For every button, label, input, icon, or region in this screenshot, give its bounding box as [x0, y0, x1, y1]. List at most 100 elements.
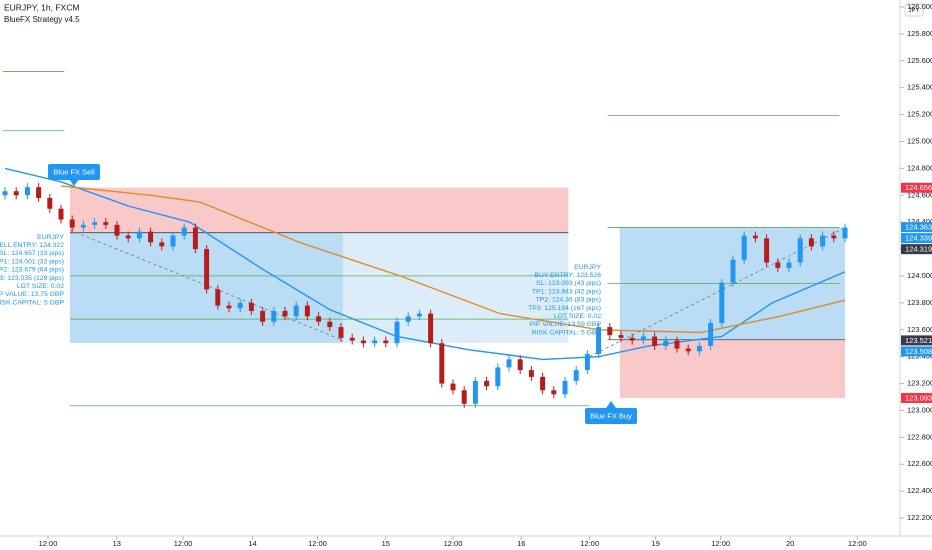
candle-body [47, 197, 53, 209]
y-tick-label: 122.600 [907, 459, 932, 468]
trade-info-line: RISK CAPITAL: 5 GBP [532, 329, 602, 336]
price-label-box [901, 392, 932, 403]
currency-label[interactable]: JPY [908, 8, 919, 14]
trade-zone [619, 339, 845, 398]
candle-body [528, 370, 534, 377]
candle-body [652, 336, 658, 346]
y-tick-label: 123.600 [907, 325, 932, 334]
candle-body [562, 380, 568, 395]
signal-label: Blue FX Sell [53, 167, 95, 176]
candle-body [629, 337, 635, 341]
candle-body [69, 219, 75, 228]
candle-body [674, 340, 680, 349]
trade-info-line: SL: 124.657 (33 pips) [0, 250, 64, 257]
y-tick-label: 123.200 [907, 379, 932, 388]
price-label: 124.339 [905, 234, 932, 243]
price-label-box [901, 182, 932, 193]
candle-body [708, 323, 714, 346]
candle-body [797, 238, 803, 263]
trade-info-line: TP1: 124.001 (32 pips) [0, 258, 64, 265]
candle-body [439, 343, 445, 384]
candle-body [495, 367, 501, 387]
trade-info-line: PIP VALUE: 13.75 GBP [0, 291, 64, 298]
price-label-box [901, 244, 932, 255]
candle-body [640, 336, 646, 341]
y-tick-label: 125.200 [907, 110, 932, 119]
candle-body [618, 335, 624, 338]
trade-info-line: SELL ENTRY: 124.322 [0, 242, 64, 249]
signal-arrow [606, 401, 616, 408]
candle-body [226, 305, 232, 309]
signal-arrow [69, 179, 79, 186]
candle-body [775, 262, 781, 268]
candle-body [181, 227, 187, 236]
moving-average [60, 185, 846, 334]
candle-body [764, 238, 770, 263]
candle-body [248, 302, 254, 311]
candle-body [170, 235, 176, 247]
candle-body [741, 235, 747, 260]
trade-info-line: LOT SIZE: 0.02 [554, 313, 601, 320]
candle-body [316, 316, 322, 322]
candle-body [842, 227, 848, 239]
price-label-box [901, 346, 932, 357]
candle-body [349, 337, 355, 341]
candle-body [338, 327, 344, 338]
y-tick-label: 125.800 [907, 29, 932, 38]
candle-body [730, 259, 736, 283]
x-tick-label: 20 [786, 539, 794, 548]
price-label-box [901, 233, 932, 244]
chart-title: EURJPY, 1h, FXCM [4, 2, 79, 12]
candle-body [506, 359, 512, 368]
candle-body [786, 262, 792, 268]
trade-zone [343, 232, 569, 343]
signal-box [48, 164, 100, 180]
candle-body [607, 327, 613, 336]
x-tick-label: 12:00 [711, 539, 730, 548]
candle-body [80, 224, 86, 228]
y-tick-label: 124.400 [907, 217, 932, 226]
candle-body [92, 222, 98, 225]
candle-body [13, 191, 19, 196]
y-tick-label: 125.400 [907, 83, 932, 92]
candle-body [293, 305, 299, 317]
y-tick-label: 124.600 [907, 190, 932, 199]
candle-body [148, 231, 154, 243]
trade-info-line: LOT SIZE: 0.02 [17, 283, 64, 290]
candle-body [472, 380, 478, 404]
candle-body [573, 370, 579, 381]
price-label-box [901, 335, 932, 346]
candle-body [36, 187, 42, 198]
x-tick-label: 19 [652, 539, 660, 548]
signal-box [585, 408, 637, 424]
candle-body [2, 191, 8, 196]
candle-body [484, 380, 490, 387]
candle-body [360, 340, 366, 344]
trade-info-line: TP2: 124.36 (83 pips) [536, 297, 601, 304]
y-tick-label: 126.000 [907, 2, 932, 11]
candle-body [831, 235, 837, 239]
candle-body [663, 340, 669, 346]
candle-body [405, 316, 411, 322]
x-tick-label: 12:00 [848, 539, 867, 548]
trend-dashed-line [69, 229, 344, 341]
candle-body [204, 249, 210, 290]
candle-body [159, 242, 165, 247]
price-label: 123.093 [905, 393, 932, 402]
candle-body [327, 321, 333, 328]
chart-subtitle: BlueFX Strategy v4.5 [4, 15, 80, 24]
x-tick-label: 12:00 [580, 539, 599, 548]
candle-body [114, 224, 120, 236]
x-tick-label: 12:00 [444, 539, 463, 548]
price-label: 123.521 [905, 336, 932, 345]
candle-body [103, 222, 109, 225]
y-tick-label: 122.200 [907, 513, 932, 522]
price-label: 124.319 [905, 245, 932, 254]
trade-info-line: EURJPY [574, 264, 601, 271]
candle-body [24, 187, 30, 196]
currency-badge[interactable] [904, 3, 924, 17]
candle-body [517, 359, 523, 371]
candle-body [237, 302, 243, 309]
x-tick-label: 15 [382, 539, 390, 548]
